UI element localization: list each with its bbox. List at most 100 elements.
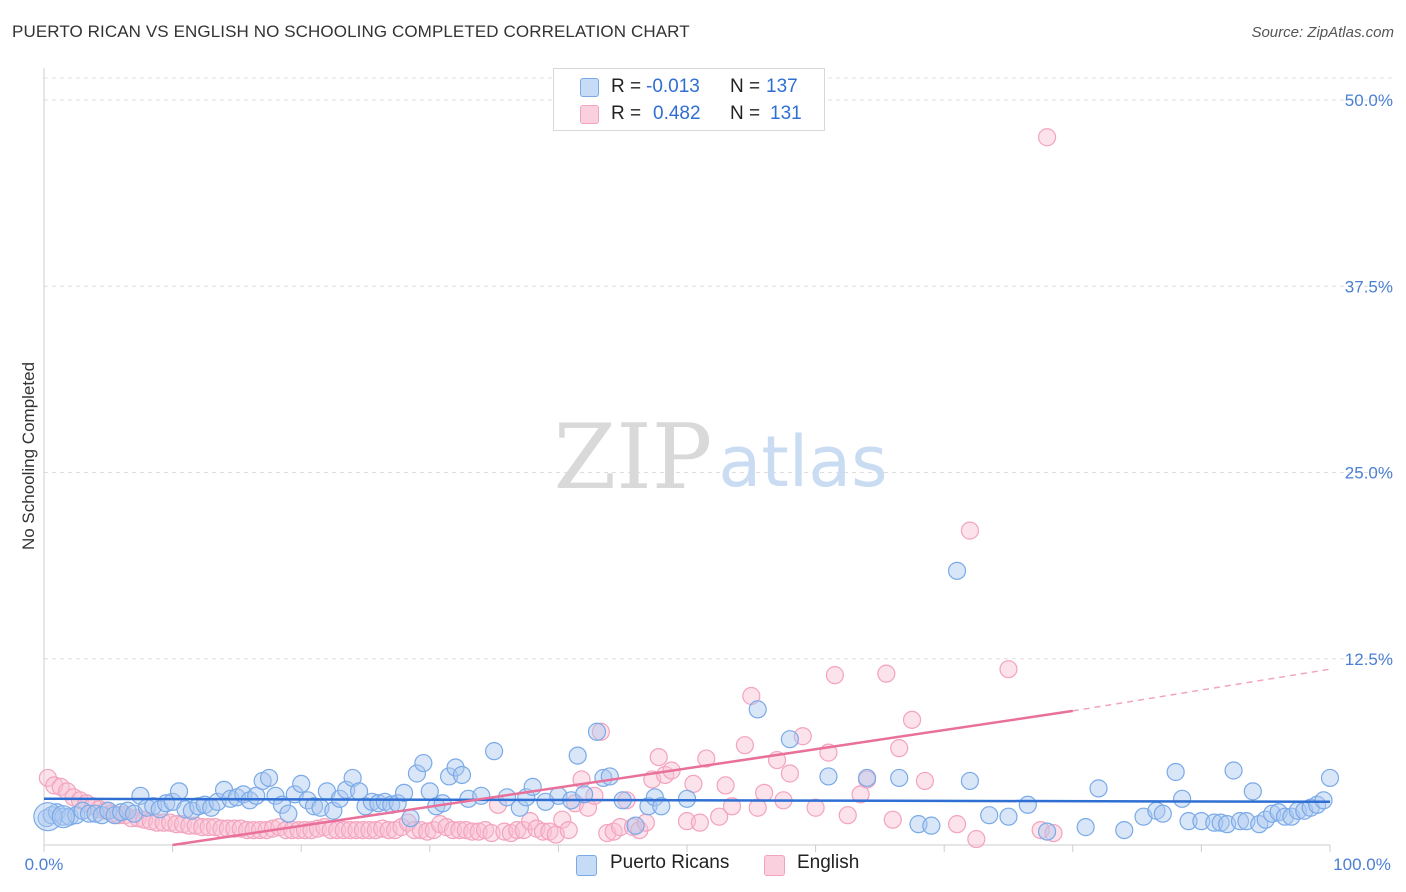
bottom-legend-label: English xyxy=(797,852,860,873)
axes xyxy=(43,68,1331,852)
english-point xyxy=(591,722,610,741)
english-point xyxy=(649,747,668,767)
puerto-rican-point xyxy=(1179,812,1198,831)
legend-r-label: R = xyxy=(611,76,642,97)
y-tick-label: 37.5% xyxy=(1345,277,1393,296)
english-point xyxy=(697,749,716,768)
puerto-rican-point xyxy=(1089,779,1108,798)
puerto-rican-point xyxy=(1320,768,1340,788)
english-point xyxy=(755,783,774,802)
puerto-rican-point xyxy=(407,764,427,783)
legend-r-value: -0.013 xyxy=(646,76,700,97)
trend-lines xyxy=(43,668,1331,847)
puerto-rican-point xyxy=(922,816,941,835)
english-trend-line xyxy=(172,709,1073,847)
english-point xyxy=(735,736,754,755)
english-point xyxy=(559,820,578,840)
english-point xyxy=(967,829,986,849)
puerto-rican-point xyxy=(169,782,189,801)
puerto-rican-point xyxy=(1211,813,1230,832)
puerto-rican-point xyxy=(857,768,877,788)
english-point xyxy=(521,812,540,831)
puerto-rican-point xyxy=(960,771,980,791)
english-point xyxy=(340,820,360,840)
bottom-legend-label: Puerto Ricans xyxy=(610,852,730,873)
bottom-legend-swatch-blue xyxy=(576,855,597,876)
legend-r-value: 0.482 xyxy=(653,103,701,124)
english-point xyxy=(366,820,385,840)
english-point xyxy=(1044,823,1063,843)
watermark-zip: ZIP xyxy=(554,405,713,510)
legend-n-value: 137 xyxy=(766,76,798,97)
puerto-rican-point xyxy=(292,774,311,794)
puerto-rican-trend-line xyxy=(43,797,1331,804)
english-point xyxy=(347,820,366,840)
gridlines xyxy=(44,77,1395,660)
puerto-rican-point xyxy=(279,804,298,823)
puerto-rican-point xyxy=(819,767,838,786)
english-point xyxy=(890,739,909,758)
legend-n-label: N = xyxy=(730,103,761,124)
english-point xyxy=(690,813,709,832)
puerto-rican-point xyxy=(890,768,909,788)
english-point xyxy=(508,820,527,840)
puerto-rican-point xyxy=(645,788,664,807)
puerto-rican-point xyxy=(575,785,594,804)
english-point xyxy=(825,666,844,685)
watermark: ZIP atlas xyxy=(554,405,888,510)
legend-n-label: N = xyxy=(730,76,761,97)
english-point xyxy=(38,768,57,788)
english-point xyxy=(883,810,902,829)
puerto-rican-point xyxy=(780,730,799,749)
legend-row-puerto-ricans: R = -0.013 N = 137 xyxy=(554,74,824,100)
puerto-rican-point xyxy=(639,797,658,816)
puerto-rican-point xyxy=(626,816,645,835)
english-points xyxy=(38,128,1063,849)
english-point xyxy=(722,797,742,816)
puerto-rican-point xyxy=(1314,791,1333,810)
puerto-rican-points xyxy=(33,561,1340,841)
english-point xyxy=(611,818,630,837)
puerto-rican-point xyxy=(1018,795,1037,814)
english-point xyxy=(806,798,825,817)
english-point xyxy=(411,820,430,840)
puerto-rican-point xyxy=(1076,818,1095,837)
puerto-rican-point xyxy=(1224,761,1243,780)
puerto-rican-point xyxy=(1037,822,1057,841)
english-point xyxy=(1037,128,1057,147)
puerto-rican-point xyxy=(600,767,619,786)
english-point xyxy=(838,806,857,825)
puerto-rican-point xyxy=(42,806,61,825)
english-point xyxy=(902,710,922,729)
english-point xyxy=(780,764,799,783)
puerto-rican-point xyxy=(999,807,1018,826)
x-tick-label: 0.0% xyxy=(25,855,64,874)
puerto-rican-point xyxy=(1173,789,1192,808)
puerto-rican-point xyxy=(401,809,420,828)
puerto-rican-point xyxy=(452,765,472,785)
english-point xyxy=(877,664,896,683)
legend-swatch-blue xyxy=(580,78,599,97)
puerto-rican-point xyxy=(677,789,697,808)
puerto-rican-point xyxy=(51,805,75,829)
legend-r-label: R = xyxy=(611,103,642,124)
english-trend-line-extension xyxy=(1072,668,1331,712)
english-point xyxy=(193,818,212,837)
puerto-rican-point xyxy=(446,758,465,777)
english-point xyxy=(915,771,935,791)
legend-swatch-pink xyxy=(580,105,599,124)
english-point xyxy=(334,820,353,840)
puerto-rican-point xyxy=(568,746,587,765)
english-point xyxy=(443,820,463,840)
puerto-rican-point xyxy=(1115,820,1134,840)
bottom-legend-swatch-pink xyxy=(764,855,785,876)
puerto-rican-point xyxy=(259,768,279,788)
puerto-rican-point xyxy=(1153,804,1172,823)
source-label: Source: ZipAtlas.com xyxy=(1251,24,1394,41)
y-tick-label: 25.0% xyxy=(1345,464,1393,483)
puerto-rican-point xyxy=(394,783,414,802)
puerto-rican-point xyxy=(1166,762,1185,782)
y-tick-label: 12.5% xyxy=(1345,650,1393,669)
puerto-rican-point xyxy=(304,797,324,816)
